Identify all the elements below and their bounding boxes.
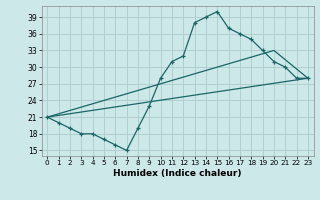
X-axis label: Humidex (Indice chaleur): Humidex (Indice chaleur)	[113, 169, 242, 178]
